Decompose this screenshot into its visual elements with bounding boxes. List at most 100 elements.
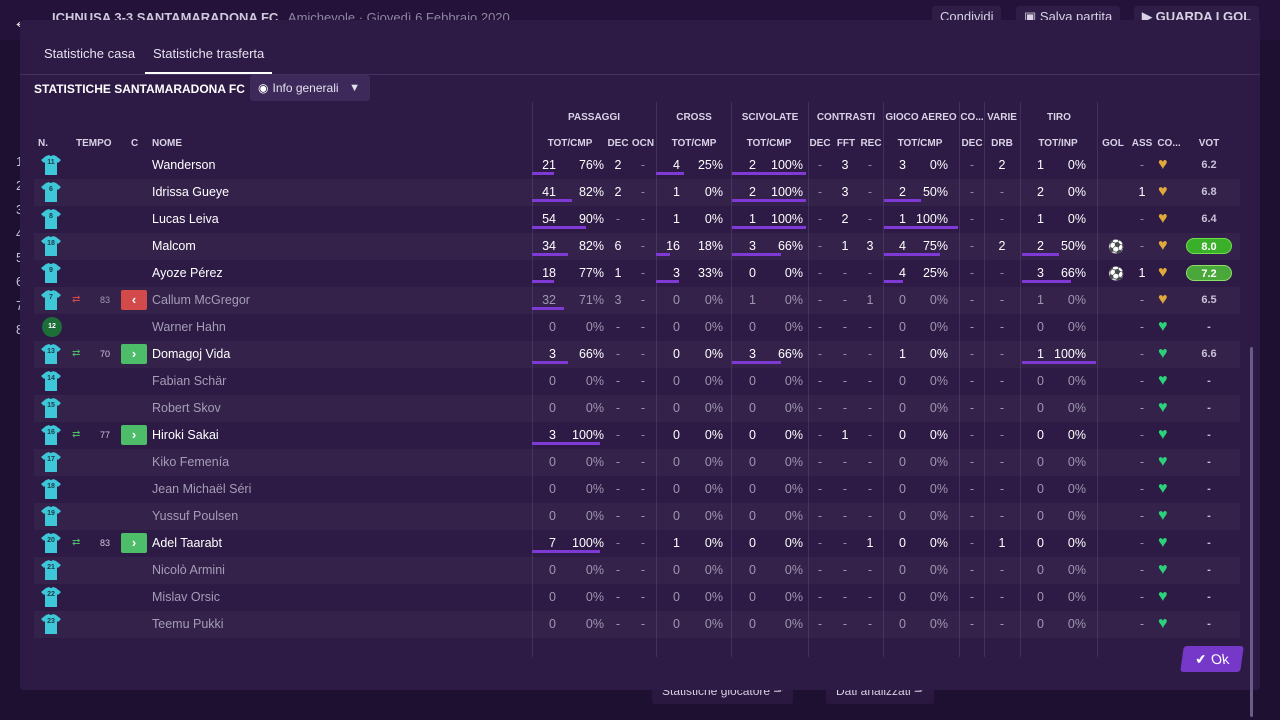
col-co-dec[interactable]: DEC	[961, 138, 983, 149]
table-row[interactable]: 6 Idrissa Gueye 41 82% 2-1 0% 2 100% -3-2 50% - -2 0…	[34, 179, 1240, 206]
contrasts-dec: -	[817, 185, 823, 199]
col-condition[interactable]: CO...	[1157, 138, 1181, 149]
shots-total: 1	[1037, 158, 1044, 172]
table-row[interactable]: 22 Mislav Orsic 0 0% - -0 0% 0 0% - - -0 0% - -0 0% - ♥ -	[34, 584, 1240, 611]
shirt-number: 16	[47, 429, 55, 436]
contrasts-rec: -	[867, 266, 873, 280]
table-row[interactable]: 13 ⇄ 70 › Domagoj Vida 3 66% - -0 0% 3 66% - - -1 0% - -1…	[34, 341, 1240, 368]
percentage-bar	[1022, 253, 1059, 256]
ok-button[interactable]: ✔ Ok	[1180, 646, 1244, 672]
table-row[interactable]: 16 ⇄ 77 › Hiroki Sakai 3 100% - -0 0% 0 0% -1-0 0% - -0…	[34, 422, 1240, 449]
player-name[interactable]: Lucas Leiva	[152, 212, 219, 226]
col-number[interactable]: N.	[38, 138, 48, 149]
player-name[interactable]: Hiroki Sakai	[152, 428, 219, 442]
col-tempo[interactable]: TEMPO	[76, 138, 112, 149]
col-sciv-totcmp[interactable]: TOT/CMP	[746, 138, 792, 149]
shirt-number: 21	[47, 564, 55, 571]
table-row[interactable]: 14 Fabian Schär 0 0% - -0 0% 0 0% - - -0 0% - -0 0% - ♥ -	[34, 368, 1240, 395]
player-name[interactable]: Teemu Pukki	[152, 617, 224, 631]
table-row[interactable]: 20 ⇄ 83 › Adel Taarabt 7 100% - -1 0% 0 0% - -1 0 0% -1 0…	[34, 530, 1240, 557]
co-dec: -	[969, 482, 975, 496]
col-aereo-totcmp[interactable]: TOT/CMP	[897, 138, 943, 149]
col-con-fft[interactable]: FFT	[836, 138, 856, 149]
percentage-bar	[732, 361, 781, 364]
contrasts-dec: -	[817, 239, 823, 253]
player-rating: -	[1207, 483, 1211, 495]
tab-home-stats[interactable]: Statistiche casa	[44, 46, 136, 61]
player-name[interactable]: Idrissa Gueye	[152, 185, 230, 199]
col-pass-ocn[interactable]: OCN	[631, 138, 655, 149]
table-row[interactable]: 8 Lucas Leiva 54 90% - -1 0% 1 100% -2-1 100% - -1 0%…	[34, 206, 1240, 233]
player-name[interactable]: Warner Hahn	[152, 320, 226, 334]
table-row[interactable]: 21 Nicolò Armini 0 0% - -0 0% 0 0% - - -0 0% - -0 0% - ♥ -	[34, 557, 1240, 584]
cross-pct: 0%	[704, 563, 723, 577]
passes-decisive: -	[615, 482, 621, 496]
table-row[interactable]: 23 Teemu Pukki 0 0% - -0 0% 0 0% - - -0 0% - -0 0% - ♥ -	[34, 611, 1240, 638]
col-c[interactable]: C	[131, 138, 139, 149]
tackles-total: 1	[749, 212, 756, 226]
col-gol[interactable]: GOL	[1102, 138, 1124, 149]
col-pass-dec[interactable]: DEC	[607, 138, 629, 149]
contrasts-dec: -	[817, 590, 823, 604]
percentage-bar	[532, 550, 600, 553]
table-row[interactable]: 11 Wanderson 21 76% 2-4 25% 2 100% -3-3 0% -2 1 0% - ♥…	[34, 152, 1240, 179]
passes-total: 18	[542, 266, 556, 280]
percentage-bar	[656, 253, 670, 256]
col-vot[interactable]: VOT	[1198, 138, 1220, 149]
player-name[interactable]: Callum McGregor	[152, 293, 250, 307]
table-row[interactable]: 18 Jean Michaël Séri 0 0% - -0 0% 0 0% - - -0 0% - -0 0…	[34, 476, 1240, 503]
aerial-total: 0	[899, 401, 906, 415]
condition-heart-full-icon: ♥	[1158, 480, 1168, 497]
shirt-icon: 16	[40, 424, 62, 446]
cross-total: 0	[673, 482, 680, 496]
passes-pct: 0%	[585, 482, 604, 496]
shirt-icon: 9	[40, 262, 62, 284]
table-row[interactable]: 17 Kiko Femenía 0 0% - -0 0% 0 0% - - -0 0% - -0 0% - ♥ -	[34, 449, 1240, 476]
co-dec: -	[969, 212, 975, 226]
col-cross-totcmp[interactable]: TOT/CMP	[671, 138, 717, 149]
table-row[interactable]: 9 Ayoze Pérez 18 77% 1-3 33% 0 0% - - -4 25% - -3 66% 1…	[34, 260, 1240, 287]
group-gioco-aereo: GIOCO AEREO	[885, 112, 957, 123]
col-tiro-totinp[interactable]: TOT/INP	[1038, 138, 1078, 149]
shirt-icon: 11	[40, 154, 62, 176]
column-divider	[532, 102, 533, 657]
tackles-pct: 0%	[784, 536, 803, 550]
col-ass[interactable]: ASS	[1131, 138, 1153, 149]
shots-pct: 0%	[1067, 428, 1086, 442]
col-pass-totcmp[interactable]: TOT/CMP	[547, 138, 593, 149]
view-dropdown[interactable]: ◉ Info generali ▼	[250, 75, 370, 101]
condition-heart-full-icon: ♥	[1158, 615, 1168, 632]
col-con-rec[interactable]: REC	[860, 138, 882, 149]
col-varie-drb[interactable]: DRB	[991, 138, 1013, 149]
contrasts-dec: -	[817, 401, 823, 415]
co-dec: -	[969, 266, 975, 280]
player-name[interactable]: Wanderson	[152, 158, 216, 172]
player-name[interactable]: Fabian Schär	[152, 374, 227, 388]
scrollbar[interactable]	[1250, 347, 1253, 717]
player-name[interactable]: Domagoj Vida	[152, 347, 231, 361]
player-name[interactable]: Nicolò Armini	[152, 563, 225, 577]
col-con-dec[interactable]: DEC	[809, 138, 831, 149]
player-name[interactable]: Jean Michaël Séri	[152, 482, 252, 496]
column-divider	[656, 102, 657, 657]
col-nome[interactable]: NOME	[152, 138, 182, 149]
player-name[interactable]: Kiko Femenía	[152, 455, 230, 469]
table-row[interactable]: 15 Robert Skov 0 0% - -0 0% 0 0% - - -0 0% - -0 0% - ♥ -	[34, 395, 1240, 422]
table-row[interactable]: 19 Yussuf Poulsen 0 0% - -0 0% 0 0% - - -0 0% - -0 0% - ♥…	[34, 503, 1240, 530]
contrasts-dec: -	[817, 293, 823, 307]
player-name[interactable]: Yussuf Poulsen	[152, 509, 239, 523]
background-row-number: 3	[16, 198, 26, 222]
table-row[interactable]: 18 Malcom 34 82% 6-16 18% 3 66% -1 3 4 75% -2 2 50% - ⚽ ♥…	[34, 233, 1240, 260]
tab-away-stats[interactable]: Statistiche trasferta	[144, 46, 273, 74]
player-name[interactable]: Adel Taarabt	[152, 536, 222, 550]
cross-total: 0	[673, 509, 680, 523]
player-rating: -	[1207, 510, 1211, 522]
player-name[interactable]: Mislav Orsic	[152, 590, 221, 604]
table-row[interactable]: 7 ⇄ 83 ‹ Callum McGregor 32 71% 3-0 0% 1 0% - -1 0 0% -…	[34, 287, 1240, 314]
player-name[interactable]: Ayoze Pérez	[152, 266, 223, 280]
column-divider	[959, 102, 960, 657]
table-row[interactable]: 12 Warner Hahn 0 0% - -0 0% 0 0% - - -0 0% - -0 0% - ♥ -	[34, 314, 1240, 341]
player-name[interactable]: Malcom	[152, 239, 196, 253]
co-dec: -	[969, 590, 975, 604]
player-name[interactable]: Robert Skov	[152, 401, 221, 415]
